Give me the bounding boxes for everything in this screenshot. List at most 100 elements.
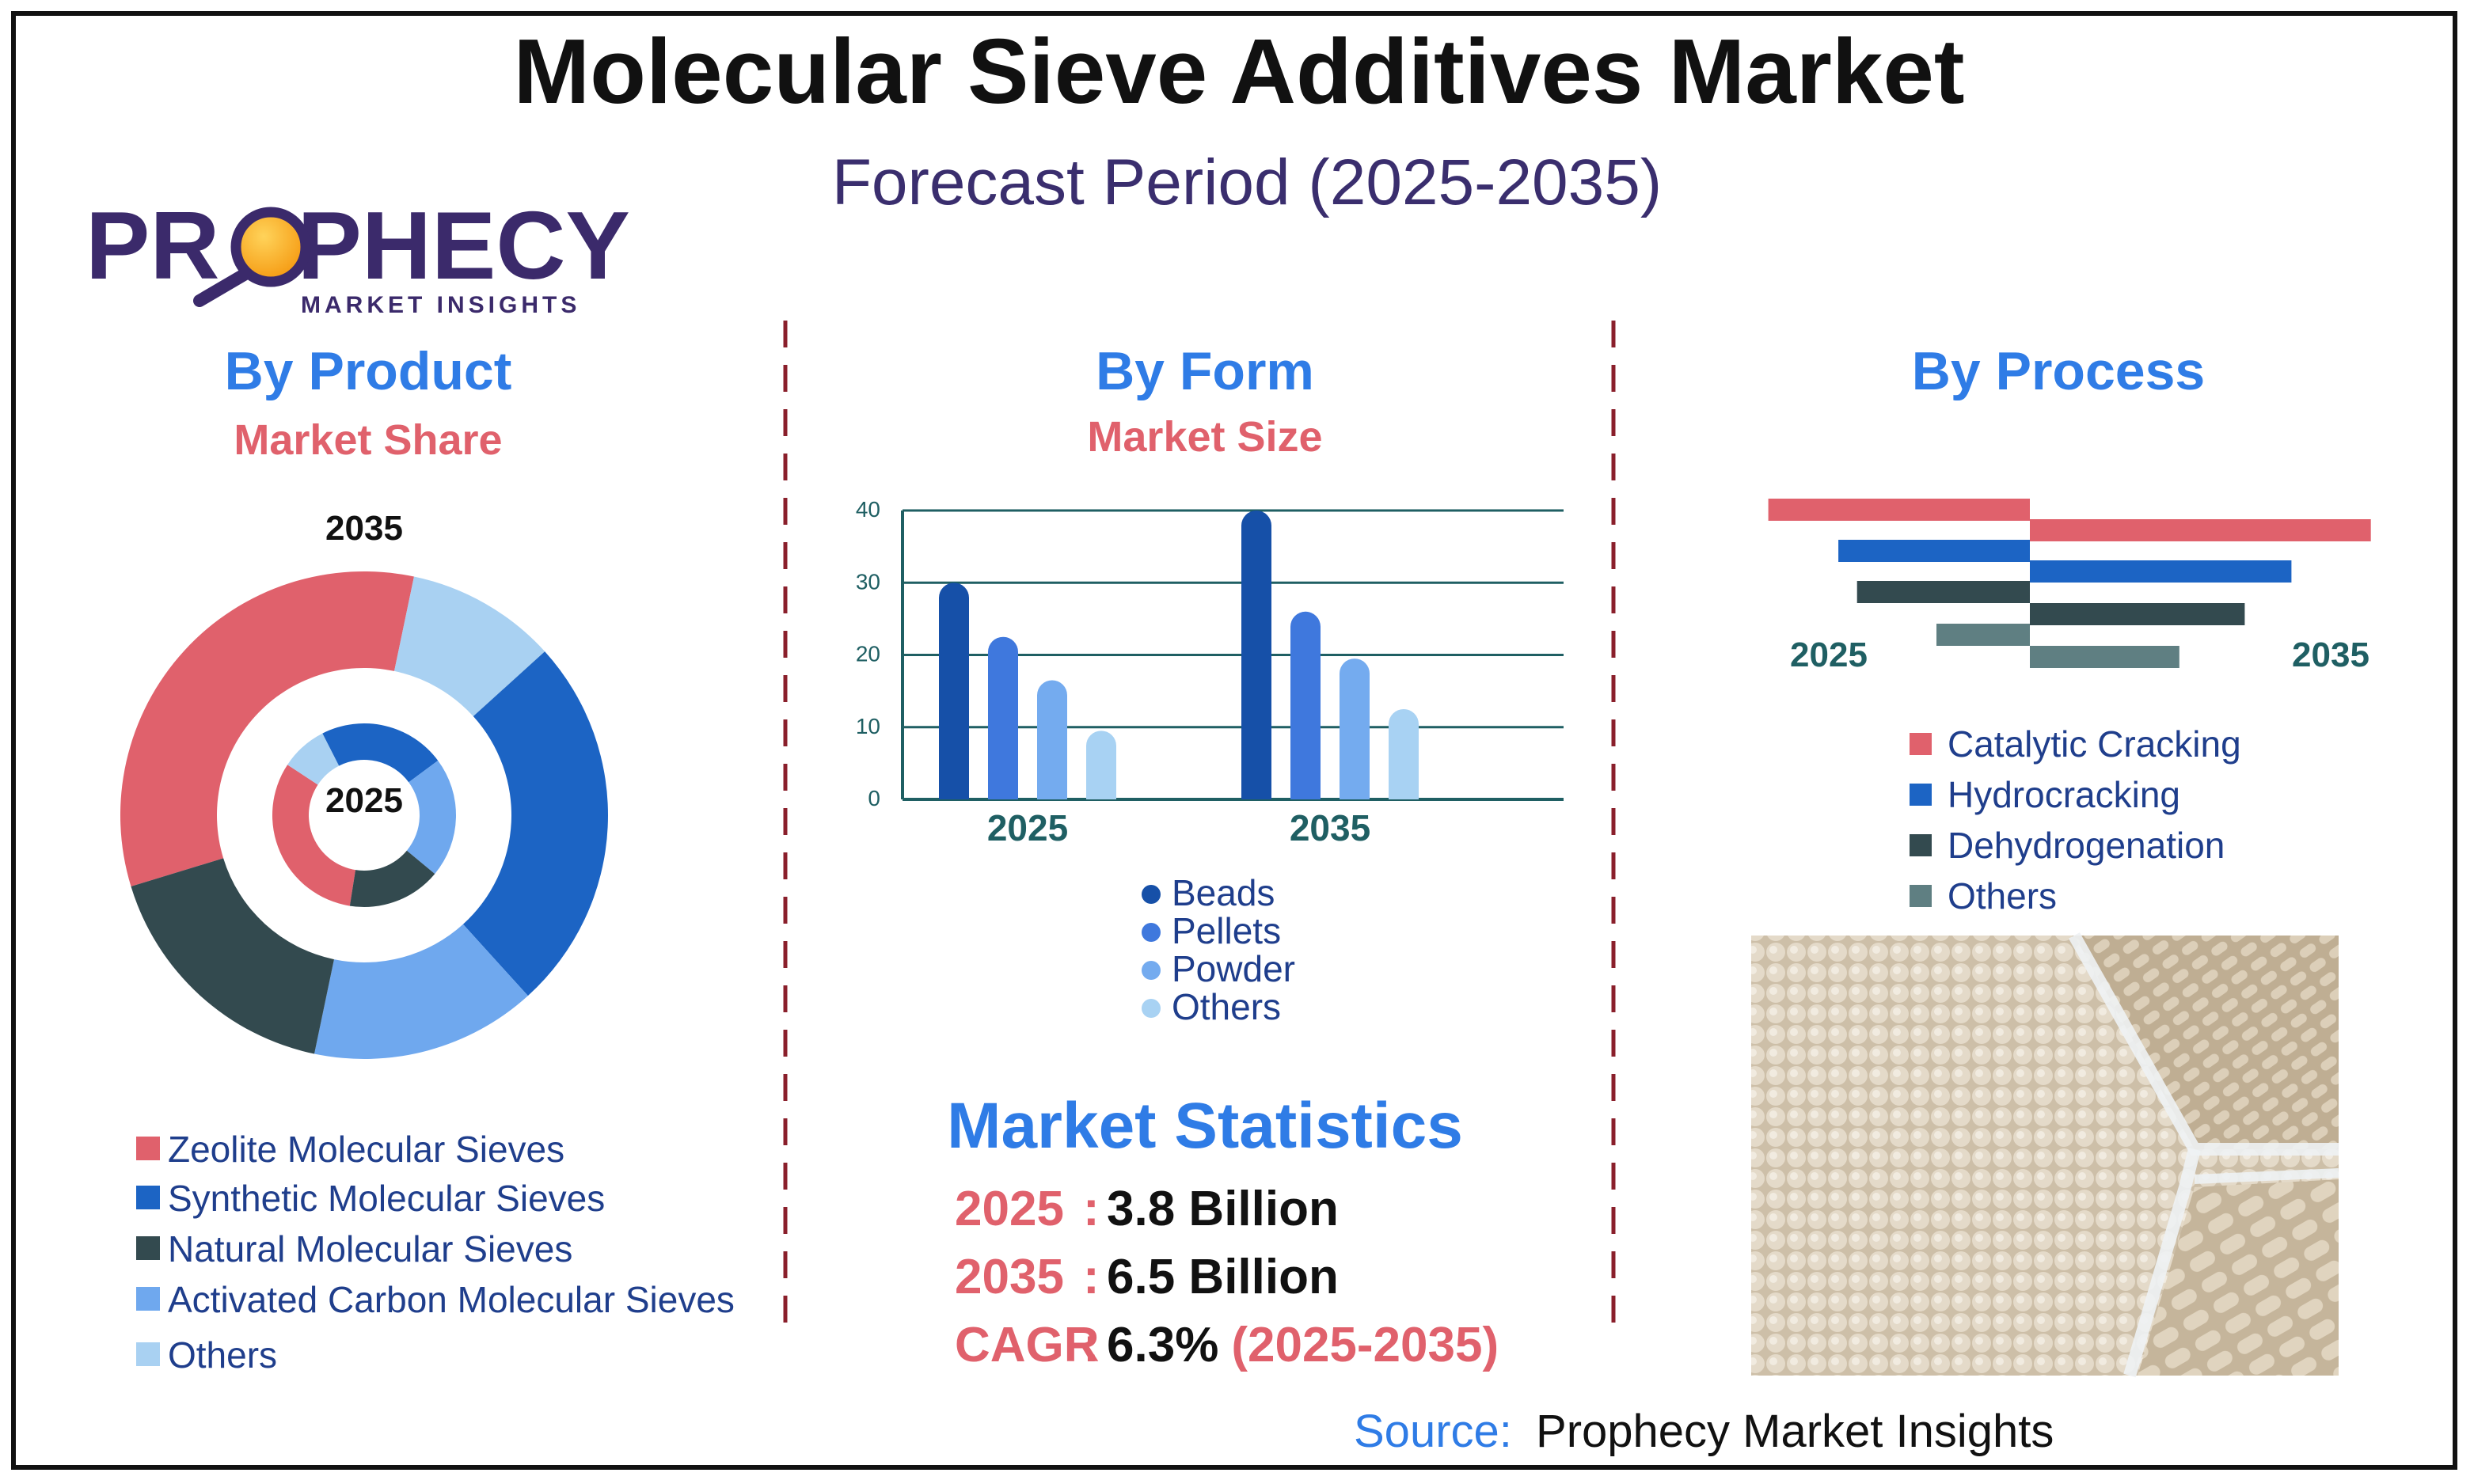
bar-beads-2035 <box>1241 510 1271 799</box>
donut-slice-2035-natural-molecular-sieves <box>131 858 334 1054</box>
legend-label-dehydrogenation: Dehydrogenation <box>1948 825 2225 866</box>
process-heading: By Process <box>1912 341 2205 401</box>
stats-row-cagr: CAGR: 6.3% (2025-2035) <box>955 1318 1499 1372</box>
infographic-frame: Molecular Sieve Additives Market Forecas… <box>11 11 2457 1470</box>
bar-2035-dehydrogenation <box>2030 603 2245 625</box>
bar-2025-hydrocracking <box>1838 540 2030 562</box>
molecular-sieve-beads-photo <box>1751 932 2339 1378</box>
bar-base-others-2035 <box>1389 784 1419 799</box>
legend-label-pellets: Pellets <box>1172 910 1281 951</box>
bar-2035-others <box>2030 646 2179 668</box>
legend-swatch-zeolite-molecular-sieves <box>136 1137 160 1160</box>
donut-inner-label: 2025 <box>325 781 403 820</box>
donut-slice-2035-zeolite-molecular-sieves <box>120 571 414 887</box>
bar-beads-2025 <box>939 583 969 799</box>
product-subheading: Market Share <box>234 416 502 464</box>
bar-pellets-2025 <box>988 636 1018 799</box>
x-category-label-2025: 2025 <box>987 807 1068 848</box>
y-tick-label-20: 20 <box>856 642 880 666</box>
form-heading: By Form <box>1096 341 1314 401</box>
legend-swatch-activated-carbon-molecular-sieves <box>136 1287 160 1311</box>
donut-slice-2025-zeolite-molecular-sieves <box>272 765 356 906</box>
legend-dot-beads <box>1142 885 1161 904</box>
form-subheading: Market Size <box>1087 413 1322 461</box>
bar-2025-others <box>1936 624 2030 646</box>
stats-label: CAGR <box>955 1318 1100 1372</box>
legend-label-others: Others <box>1948 875 2057 917</box>
bar-2025-catalytic-cracking <box>1768 499 2030 521</box>
stats-separator: : <box>1083 1182 1100 1236</box>
infographic-canvas: Molecular Sieve Additives Market Forecas… <box>86 20 2371 1457</box>
product-legend: Zeolite Molecular Sieves Synthetic Molecu… <box>136 1129 735 1376</box>
bar-powder-2025 <box>1037 680 1067 799</box>
bar-base-others-2025 <box>1086 784 1116 799</box>
bar-base-powder-2025 <box>1037 784 1067 799</box>
bar-2035-hydrocracking <box>2030 560 2292 583</box>
stats-row-2035: 2035:6.5 Billion <box>955 1250 1339 1304</box>
y-tick-label-0: 0 <box>868 786 880 810</box>
butterfly-right-label: 2035 <box>2292 636 2369 674</box>
stats-row-2025: 2025:3.8 Billion <box>955 1182 1339 1236</box>
product-heading: By Product <box>225 341 512 401</box>
form-bar-chart: 0 10 20 30 40 2025 2035 <box>856 497 1564 848</box>
legend-label-hydrocracking: Hydrocracking <box>1948 774 2180 815</box>
bar-others-2035 <box>1389 708 1419 799</box>
stats-separator: : <box>1083 1250 1100 1304</box>
donut-slice-2035-others <box>394 576 545 717</box>
magnifier-icon <box>193 207 311 307</box>
butterfly-left-label: 2025 <box>1790 636 1868 674</box>
legend-label-others: Others <box>168 1334 277 1376</box>
logo-tagline: MARKET INSIGHTS <box>301 292 580 318</box>
stats-extra: (2025-2035) <box>1231 1318 1499 1372</box>
logo-text-pre: PR <box>86 192 219 299</box>
donut-ring-2035 <box>120 571 608 1060</box>
legend-label-catalytic-cracking: Catalytic Cracking <box>1948 723 2241 765</box>
y-tick-label-30: 30 <box>856 569 880 594</box>
page-title: Molecular Sieve Additives Market <box>513 20 1964 123</box>
donut-slice-2035-activated-carbon-molecular-sieves <box>314 924 528 1060</box>
bar-base-pellets-2035 <box>1290 784 1321 799</box>
product-donut-chart: 2035 2025 <box>120 509 608 1060</box>
bar-powder-2035 <box>1340 659 1370 799</box>
bar-base-beads-2025 <box>939 784 969 799</box>
process-butterfly-chart: 2025 2035 <box>1768 499 2371 674</box>
page-subtitle: Forecast Period (2025-2035) <box>832 146 1662 218</box>
stats-label: 2025 <box>955 1182 1064 1236</box>
legend-label-powder: Powder <box>1172 948 1295 989</box>
x-category-label-2035: 2035 <box>1290 807 1370 848</box>
bar-2025-dehydrogenation <box>1856 581 2030 603</box>
legend-label-others: Others <box>1172 986 1281 1027</box>
svg-text:Source: Prophecy Market In: Source: Prophecy Market Insights <box>1354 1406 2054 1457</box>
bar-base-pellets-2025 <box>988 784 1018 799</box>
y-tick-label-40: 40 <box>856 497 880 522</box>
donut-slice-2025-synthetic-molecular-sieves <box>322 723 439 783</box>
legend-label-activated-carbon-molecular-sieves: Activated Carbon Molecular Sieves <box>168 1279 735 1320</box>
stats-value: 6.3% <box>1107 1318 1218 1372</box>
legend-label-beads: Beads <box>1172 872 1275 913</box>
source-label: Source: <box>1354 1406 1512 1457</box>
y-tick-label-10: 10 <box>856 714 880 738</box>
legend-label-natural-molecular-sieves: Natural Molecular Sieves <box>168 1228 572 1270</box>
legend-swatch-hydrocracking <box>1910 784 1932 806</box>
source-value: Prophecy Market Insights <box>1536 1406 2054 1457</box>
process-legend: Catalytic Cracking Hydrocracking Dehydroge… <box>1910 723 2241 917</box>
donut-slice-2025-natural-molecular-sieves <box>349 850 435 908</box>
legend-swatch-natural-molecular-sieves <box>136 1236 160 1260</box>
donut-ring-2025 <box>272 723 456 908</box>
stats-label: 2035 <box>955 1250 1064 1304</box>
legend-swatch-catalytic-cracking <box>1910 733 1932 755</box>
donut-slice-2025-activated-carbon-molecular-sieves <box>406 760 456 875</box>
legend-dot-pellets <box>1142 923 1161 942</box>
stats-value: 3.8 Billion <box>1107 1182 1339 1236</box>
legend-dot-powder <box>1142 961 1161 980</box>
bar-2035-catalytic-cracking <box>2030 519 2371 541</box>
legend-swatch-others <box>1910 885 1932 907</box>
donut-slice-2035-synthetic-molecular-sieves <box>462 651 608 996</box>
company-logo: PR PHECY MARKET INSIGHTS <box>86 192 630 318</box>
bar-base-beads-2035 <box>1241 784 1271 799</box>
stats-separator: : <box>1083 1318 1100 1372</box>
legend-label-synthetic-molecular-sieves: Synthetic Molecular Sieves <box>168 1178 605 1219</box>
legend-dot-others <box>1142 999 1161 1018</box>
